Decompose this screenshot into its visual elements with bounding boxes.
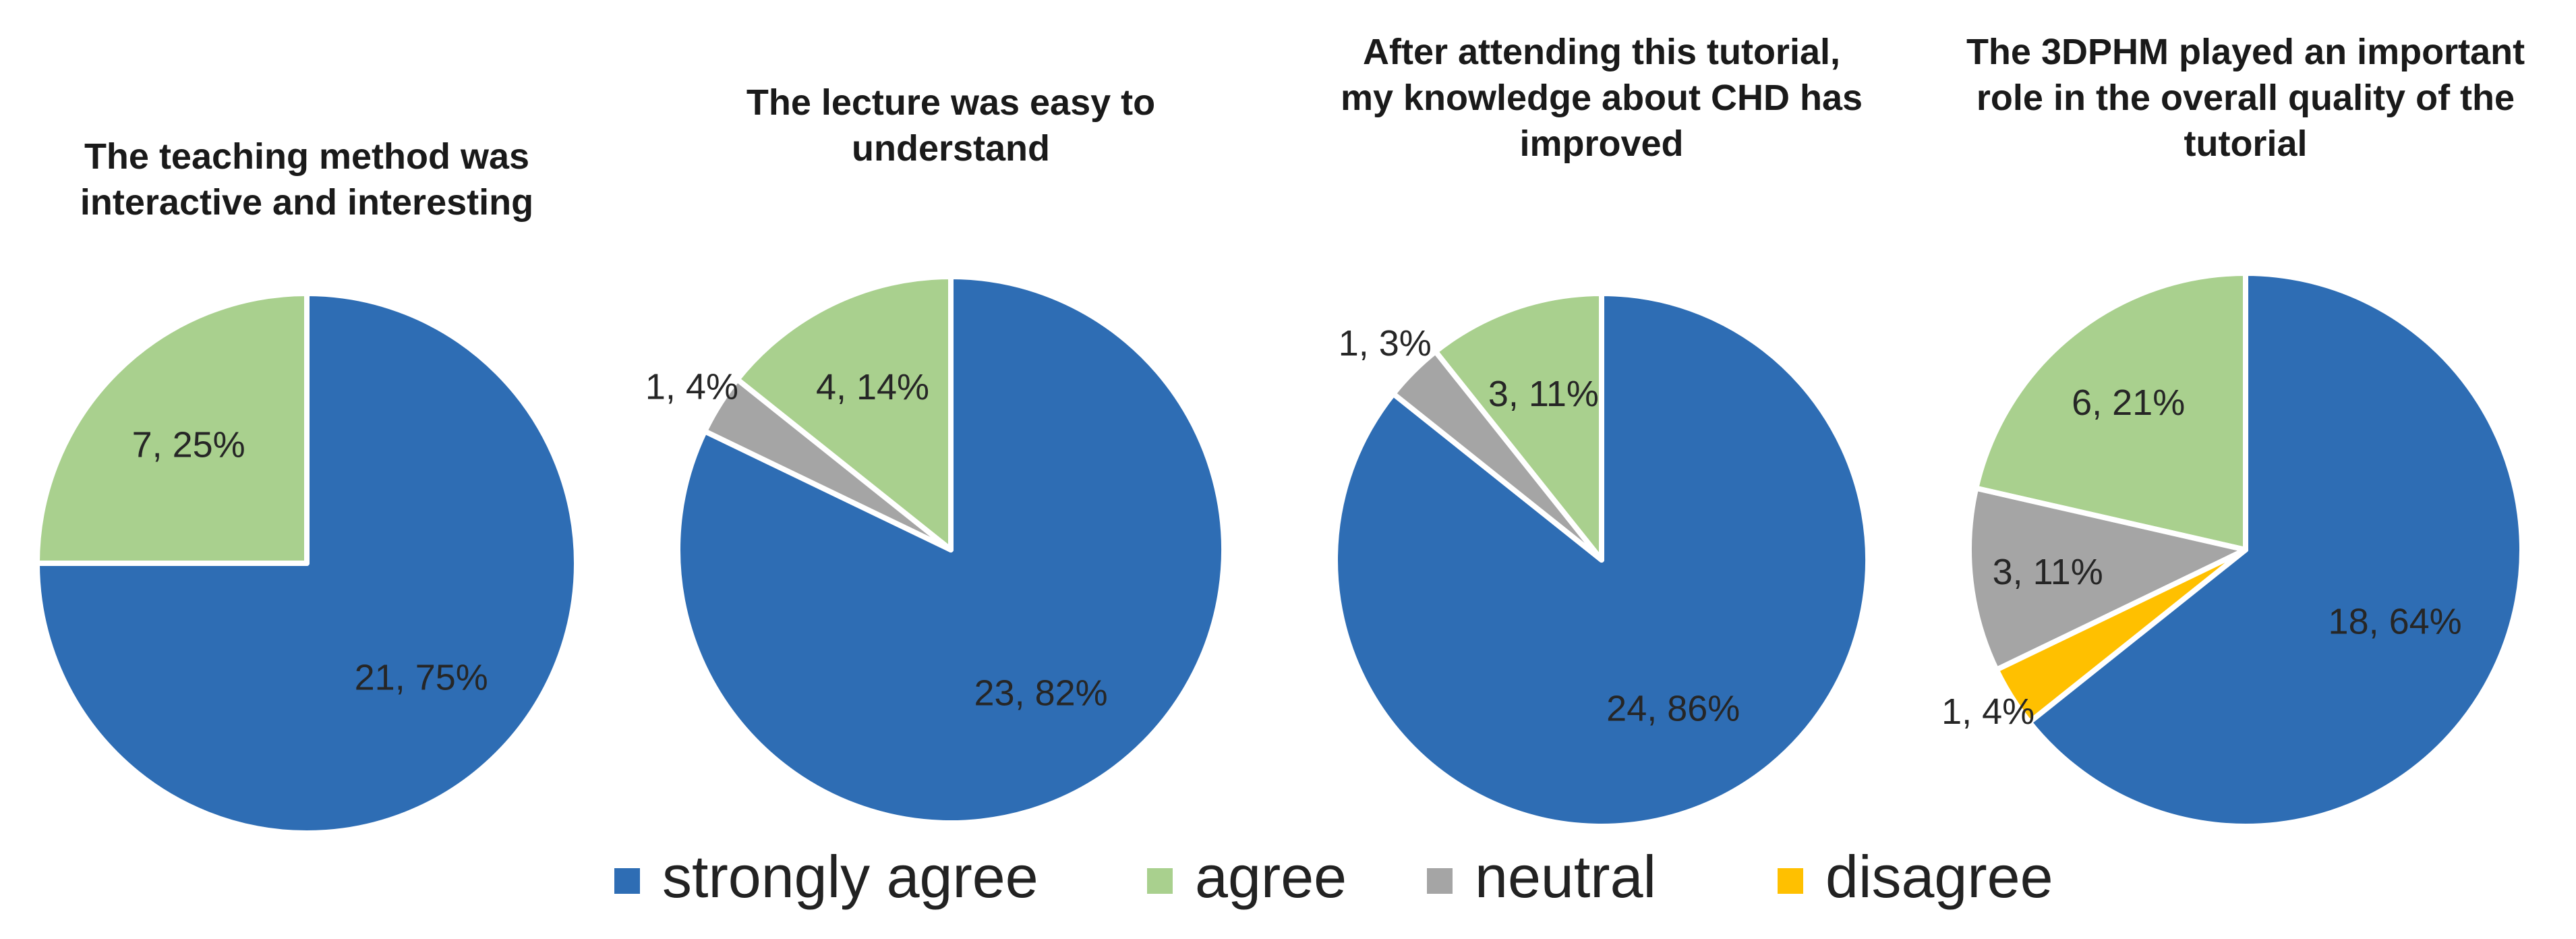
legend-label: strongly agree [662, 843, 1038, 910]
legend-label: neutral [1475, 843, 1656, 910]
legend-item-agree: agree [1146, 843, 1347, 910]
legend-item-neutral: neutral [1426, 843, 1656, 910]
data-label: 4, 14% [816, 367, 929, 407]
legend-item-strongly-agree: strongly agree [613, 843, 1038, 910]
data-label: 23, 82% [974, 673, 1108, 714]
pie-slice-agree [1432, 291, 1604, 563]
pie-slice-neutral [702, 376, 954, 552]
chart-title-line: The teaching method was [84, 136, 529, 177]
chart-title-line: tutorial [2184, 123, 2308, 164]
chart-title-line: The 3DPHM played an important [1966, 32, 2525, 72]
chart-title-line: The lecture was easy to [747, 82, 1155, 123]
pie-slice-neutral [1391, 349, 1604, 563]
legend-label: disagree [1825, 843, 2053, 910]
chart-title-line: interactive and interesting [80, 182, 533, 223]
legend-label: agree [1195, 843, 1347, 910]
data-label: 1, 3% [1339, 323, 1432, 364]
data-label: 7, 25% [132, 425, 245, 465]
pie-chart-1: The teaching method was interactive and i… [34, 136, 579, 836]
legend: strongly agree agree neutral disagree [613, 843, 2053, 910]
pie-slice-strongly-agree [2026, 271, 2525, 829]
pie-chart-3: After attending this tutorial, my knowled… [1333, 32, 1871, 829]
data-label: 3, 11% [1993, 552, 2103, 592]
pie-slice-agree [1973, 271, 2248, 552]
chart-title-line: improved [1519, 123, 1683, 164]
data-label: 6, 21% [2072, 382, 2185, 423]
data-label: 24, 86% [1606, 689, 1740, 729]
pie-chart-4: The 3DPHM played an important role in the… [1941, 32, 2525, 829]
data-label: 3, 11% [1488, 374, 1599, 414]
chart-title-line: my knowledge about CHD has [1341, 78, 1863, 118]
legend-item-disagree: disagree [1776, 843, 2053, 910]
pie-slice-disagree [1993, 547, 2248, 725]
legend-swatch [1426, 867, 1454, 895]
chart-title-line: understand [852, 128, 1050, 169]
data-label: 1, 4% [1941, 691, 2035, 732]
legend-swatch [1146, 867, 1174, 895]
data-label: 1, 4% [645, 367, 738, 407]
legend-swatch [613, 867, 641, 895]
pie-slice-agree [34, 291, 310, 566]
legend-swatch [1776, 867, 1805, 895]
chart-title-line: role in the overall quality of the [1977, 78, 2515, 118]
pie-chart-2: The lecture was easy to understand 23, 82%… [645, 82, 1227, 826]
data-label: 18, 64% [2329, 602, 2462, 642]
data-label: 21, 75% [355, 658, 488, 698]
charts-group: The teaching method was interactive and i… [34, 32, 2525, 836]
chart-title-line: After attending this tutorial, [1363, 32, 1840, 72]
pie-slice-agree [734, 274, 954, 552]
pie-slice-neutral [1966, 485, 2248, 673]
